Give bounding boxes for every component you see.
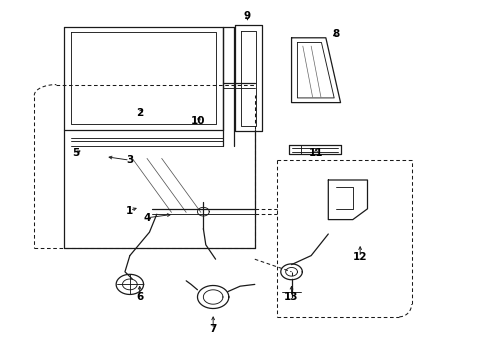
Text: 13: 13 — [284, 292, 299, 302]
Text: 2: 2 — [136, 108, 143, 118]
Text: 3: 3 — [126, 155, 133, 165]
Text: 4: 4 — [143, 213, 151, 223]
Text: 10: 10 — [191, 116, 206, 126]
Text: 12: 12 — [353, 252, 368, 262]
Text: 5: 5 — [73, 148, 79, 158]
Text: 9: 9 — [244, 11, 251, 21]
Text: 7: 7 — [209, 324, 217, 334]
Text: 1: 1 — [126, 206, 133, 216]
Text: 8: 8 — [332, 29, 339, 39]
Text: 11: 11 — [309, 148, 323, 158]
Text: 6: 6 — [136, 292, 143, 302]
